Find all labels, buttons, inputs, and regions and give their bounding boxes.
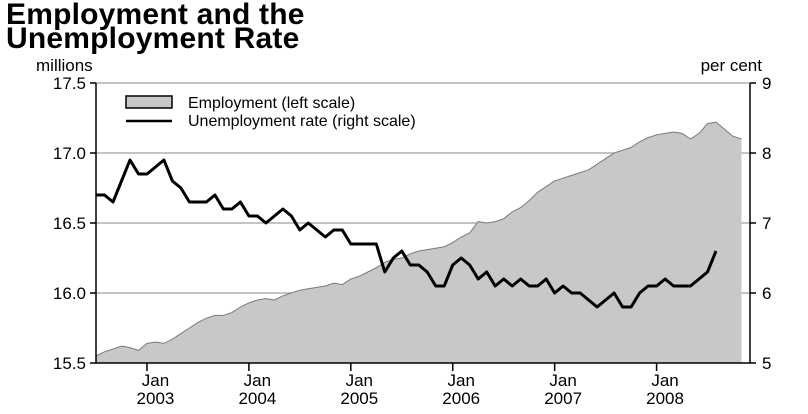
left-tick-label: 16.5 [53, 214, 86, 233]
x-tick-month-label: Jan [142, 371, 169, 390]
right-tick-label: 5 [762, 354, 771, 373]
unemployment-line-group [96, 158, 718, 309]
right-tick-label: 8 [762, 144, 771, 163]
unemployment-line [96, 158, 718, 309]
legend-unemployment-label: Unemployment rate (right scale) [188, 113, 416, 130]
chart-title-line-2: Unemployment Rate [6, 22, 300, 55]
left-axis-unit: millions [36, 56, 93, 75]
employment-area-edge [95, 121, 742, 357]
employment-area-group [95, 121, 742, 363]
left-tick-label: 16.0 [53, 284, 86, 303]
x-tick-year-label: 2007 [544, 389, 582, 408]
left-tick-label: 17.0 [53, 144, 86, 163]
x-tick-month-label: Jan [651, 371, 678, 390]
right-axis-unit: per cent [701, 56, 763, 75]
left-axis-ticks: 15.5 16.0 16.5 17.0 17.5 [53, 74, 96, 373]
legend-employment-label: Employment (left scale) [188, 95, 355, 112]
left-tick-label: 17.5 [53, 74, 86, 93]
x-tick-year-label: 2005 [340, 389, 378, 408]
left-tick-label: 15.5 [53, 354, 86, 373]
x-tick-year-label: 2004 [238, 389, 276, 408]
legend: Employment (left scale) Unemployment rat… [125, 95, 416, 130]
employment-area [96, 122, 742, 363]
x-tick-year-label: 2003 [137, 389, 175, 408]
right-tick-label: 9 [762, 74, 771, 93]
legend-employment-swatch [125, 95, 173, 109]
x-tick-month-label: Jan [549, 371, 576, 390]
x-tick-year-label: 2006 [442, 389, 480, 408]
x-tick-year-label: 2008 [646, 389, 684, 408]
right-axis-ticks: 5 6 7 8 9 [750, 74, 771, 373]
right-tick-label: 7 [762, 214, 771, 233]
chart-title-line-1: Employment and the [6, 0, 305, 31]
x-tick-month-label: Jan [244, 371, 271, 390]
x-tick-month-label: Jan [346, 371, 373, 390]
right-tick-label: 6 [762, 284, 771, 303]
x-tick-month-label: Jan [448, 371, 475, 390]
x-axis-ticks: Jan2003Jan2004Jan2005Jan2006Jan2007Jan20… [137, 363, 684, 408]
